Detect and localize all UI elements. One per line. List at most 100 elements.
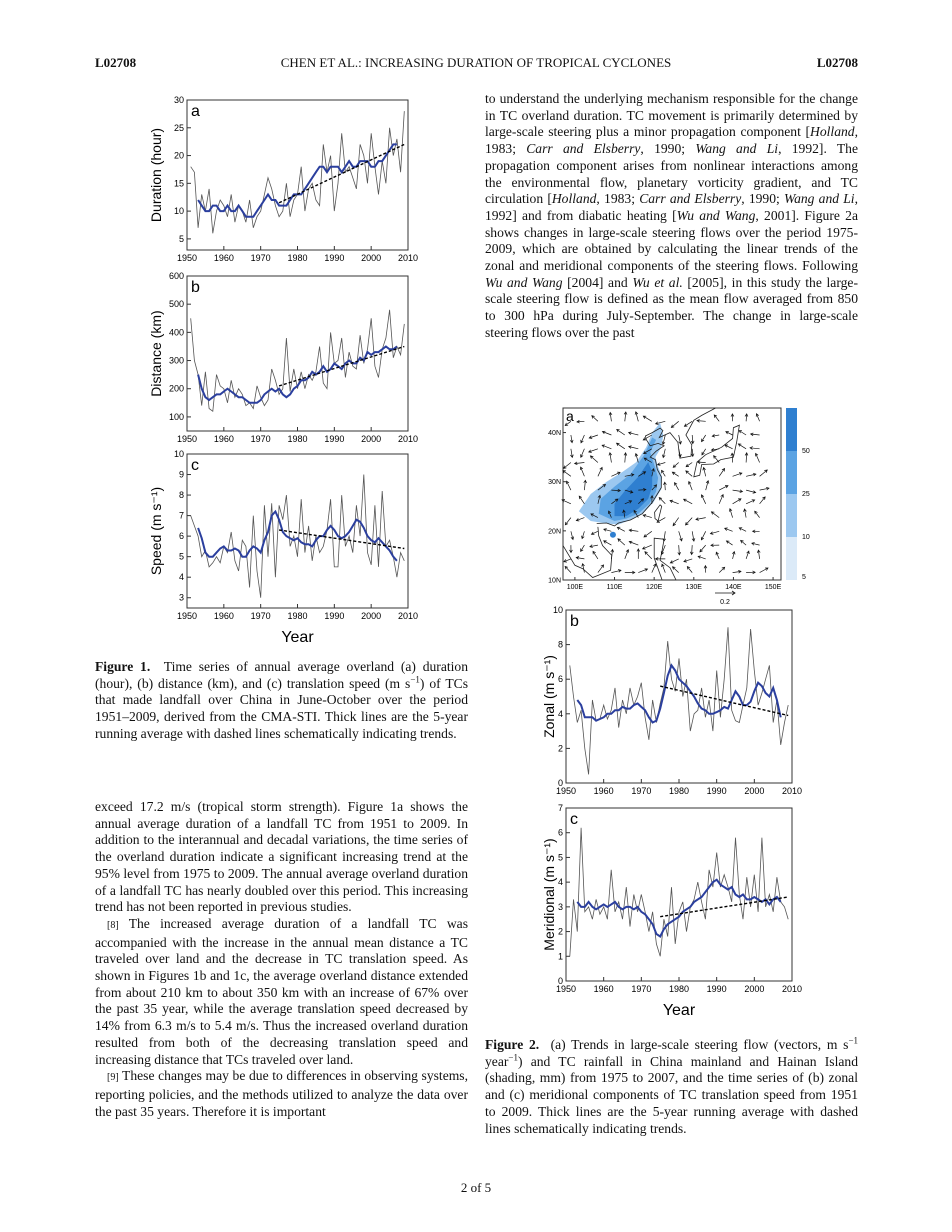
flow-vector bbox=[597, 564, 605, 573]
y-tick-label: 9 bbox=[179, 470, 184, 480]
series-line bbox=[278, 529, 405, 550]
flow-vector bbox=[610, 548, 615, 559]
flow-vector bbox=[746, 472, 757, 477]
flow-vector bbox=[575, 517, 585, 522]
flow-vector bbox=[597, 466, 603, 477]
panel-label: c bbox=[570, 811, 578, 828]
flow-vector bbox=[654, 420, 666, 425]
x-tick-label: 100E bbox=[567, 584, 584, 591]
flow-vector bbox=[701, 448, 706, 456]
flow-vector bbox=[651, 484, 658, 491]
flow-vector bbox=[580, 448, 585, 458]
styled-run: Wu and Wang bbox=[485, 274, 563, 290]
colorbar-segment bbox=[786, 537, 797, 580]
x-tick-label: 2000 bbox=[361, 434, 381, 444]
flow-vector bbox=[724, 444, 733, 450]
y-axis-label: Meridional (m s⁻¹) bbox=[541, 838, 557, 950]
text-run: The increased average duration of a land… bbox=[95, 915, 469, 1067]
coastline bbox=[596, 407, 716, 527]
x-tick-label: 110E bbox=[607, 584, 623, 591]
x-tick-label: 2010 bbox=[398, 253, 418, 263]
plot-frame bbox=[186, 453, 409, 609]
plot-frame bbox=[565, 609, 793, 784]
series-line bbox=[190, 111, 405, 234]
caption-text: Time series of annual average overland (… bbox=[95, 659, 468, 741]
flow-vector bbox=[732, 550, 736, 559]
y-tick-label: 6 bbox=[558, 674, 563, 684]
colorbar-segment bbox=[786, 408, 797, 451]
series-line bbox=[660, 896, 789, 918]
flow-vector bbox=[611, 488, 622, 493]
flow-vector bbox=[724, 527, 733, 532]
flow-vector bbox=[660, 544, 666, 556]
flow-vector bbox=[672, 462, 679, 468]
y-axis-label: Duration (hour) bbox=[148, 128, 164, 222]
scale-label: 0.2 bbox=[720, 599, 730, 606]
flow-vector bbox=[569, 434, 574, 444]
y-axis-label: Zonal (m s⁻¹) bbox=[541, 655, 557, 738]
caption-text: (a) Trends in large-scale steering flow … bbox=[485, 1036, 858, 1136]
flow-vector bbox=[732, 472, 743, 477]
flow-vector bbox=[699, 544, 706, 553]
flow-vector bbox=[634, 452, 639, 463]
flow-vector bbox=[744, 452, 749, 463]
flow-vector bbox=[628, 528, 639, 533]
flow-vector bbox=[623, 452, 628, 463]
flow-vector bbox=[670, 421, 679, 428]
y-tick-label: 10 bbox=[174, 449, 184, 459]
styled-run: Carr and Elsberry bbox=[526, 141, 641, 157]
flow-vector bbox=[569, 545, 573, 554]
flow-vector bbox=[718, 566, 726, 573]
y-tick-label: 10 bbox=[174, 206, 184, 216]
x-tick-label: 1950 bbox=[177, 611, 197, 621]
flow-vector bbox=[581, 562, 585, 573]
flow-vector bbox=[751, 542, 760, 546]
coastline bbox=[654, 504, 663, 522]
flow-vector bbox=[732, 498, 742, 505]
flow-vector bbox=[564, 517, 572, 526]
flow-vector bbox=[746, 570, 756, 575]
flow-vector bbox=[642, 415, 652, 422]
flow-vector bbox=[616, 526, 625, 532]
flow-vector bbox=[622, 509, 626, 518]
x-axis-label: Year bbox=[663, 1002, 696, 1019]
x-tick-label: 130E bbox=[686, 584, 703, 591]
flow-vector bbox=[759, 469, 768, 477]
y-tick-label: 7 bbox=[179, 511, 184, 521]
panel-label: b bbox=[570, 613, 579, 630]
flow-vector bbox=[624, 489, 634, 494]
flow-vector bbox=[590, 530, 599, 535]
y-tick-label: 0 bbox=[558, 976, 563, 986]
flow-vector bbox=[597, 494, 602, 504]
flow-vector bbox=[656, 462, 666, 466]
flow-vector bbox=[710, 543, 720, 548]
flow-vector bbox=[671, 471, 679, 477]
flow-vector bbox=[580, 434, 585, 444]
x-tick-label: 1950 bbox=[556, 984, 576, 994]
flow-vector bbox=[624, 570, 636, 575]
figure-1-caption: Figure 1. Time series of annual average … bbox=[95, 659, 468, 743]
x-tick-label: 2000 bbox=[361, 611, 381, 621]
y-tick-label: 0 bbox=[558, 778, 563, 788]
x-tick-label: 2010 bbox=[398, 434, 418, 444]
x-tick-label: 2010 bbox=[782, 786, 802, 796]
text-run: , 1992]. The propagation component arise… bbox=[485, 141, 858, 207]
flow-vector bbox=[749, 432, 760, 437]
flow-vector bbox=[642, 448, 652, 454]
flow-vector bbox=[651, 467, 655, 477]
flow-vector bbox=[624, 473, 635, 477]
flow-vector bbox=[576, 420, 585, 424]
flow-vector bbox=[709, 530, 720, 535]
y-tick-label: 5 bbox=[179, 552, 184, 562]
x-tick-label: 1970 bbox=[631, 984, 651, 994]
x-tick-label: 1970 bbox=[251, 434, 271, 444]
flow-vector bbox=[669, 558, 679, 564]
y-tick-label: 3 bbox=[558, 902, 563, 912]
series-line bbox=[190, 474, 405, 598]
y-tick-label: 10 bbox=[553, 605, 563, 615]
flow-vector bbox=[608, 451, 612, 463]
styled-run: Carr and Elsberry bbox=[639, 191, 742, 207]
flow-vector bbox=[607, 510, 612, 518]
